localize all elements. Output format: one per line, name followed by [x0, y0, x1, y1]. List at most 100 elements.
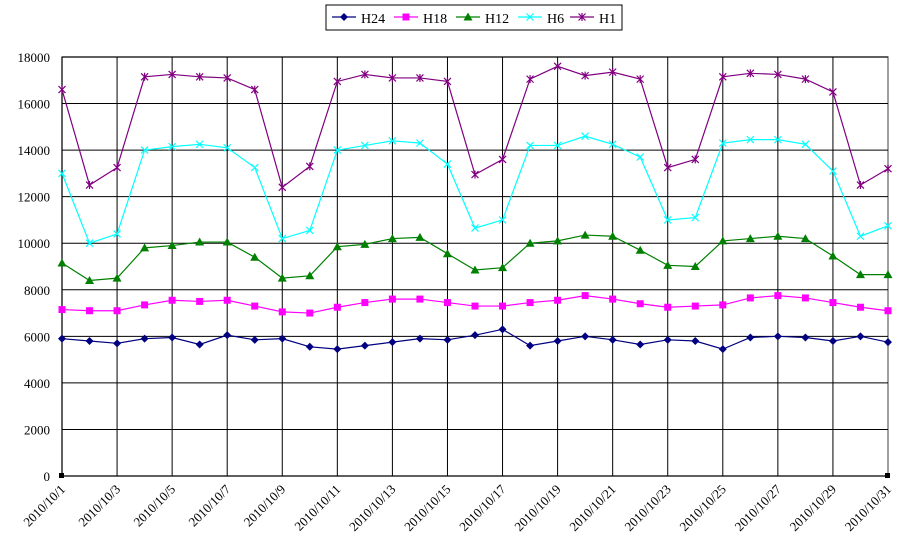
data-point-h24 — [305, 342, 314, 351]
x-tick-label: 2010/10/29 — [787, 482, 839, 534]
data-point-h24 — [58, 334, 66, 343]
data-point-h18 — [306, 309, 314, 317]
data-point-h12 — [360, 239, 370, 248]
data-point-h24 — [333, 345, 342, 354]
data-point-h12 — [167, 241, 177, 250]
data-point-h1 — [773, 70, 782, 79]
legend-marker — [526, 13, 534, 21]
legend-label: H12 — [485, 12, 509, 27]
data-point-h24 — [581, 332, 590, 341]
data-point-h1 — [443, 77, 452, 86]
data-point-h6 — [663, 216, 672, 224]
x-tick-label: 2010/10/15 — [401, 482, 453, 534]
y-tick-label: 10000 — [18, 236, 51, 251]
data-point-h1 — [526, 75, 534, 84]
data-point-h18 — [856, 303, 864, 311]
data-point-h6 — [360, 141, 369, 150]
y-tick-label: 2000 — [24, 422, 50, 437]
data-point-h12 — [222, 237, 232, 246]
series-h6 — [58, 132, 892, 248]
x-tick-label: 2010/10/13 — [346, 482, 398, 534]
legend-marker — [402, 13, 410, 21]
legend-label: H18 — [423, 12, 447, 27]
data-point-h24 — [828, 336, 837, 345]
data-point-h12 — [800, 234, 810, 243]
data-point-h6 — [773, 135, 782, 144]
data-point-h1 — [829, 87, 837, 96]
data-point-h12 — [195, 237, 205, 246]
data-point-h6 — [168, 142, 177, 151]
data-point-h1 — [250, 85, 259, 94]
y-tick-label: 12000 — [18, 190, 51, 205]
axis-end-marker — [885, 473, 890, 478]
data-point-h6 — [333, 146, 342, 155]
data-point-h6 — [278, 234, 287, 243]
data-point-h24 — [884, 338, 892, 347]
y-tick-label: 6000 — [24, 329, 50, 344]
data-point-h18 — [416, 295, 424, 303]
x-tick-label: 2010/10/21 — [566, 482, 618, 534]
data-point-h24 — [471, 331, 479, 340]
data-point-h6 — [691, 213, 700, 222]
data-point-h12 — [553, 236, 563, 245]
data-point-h18 — [829, 299, 837, 307]
data-point-h6 — [856, 232, 865, 241]
data-point-h6 — [443, 160, 452, 169]
data-point-h24 — [360, 341, 369, 350]
data-point-h1 — [856, 181, 865, 190]
data-point-h24 — [801, 333, 810, 342]
data-point-h12 — [112, 273, 122, 282]
legend: H24 H18 H12 H6 H1 — [325, 4, 623, 31]
legend-item-h12: H12 — [456, 12, 509, 27]
data-point-h12 — [883, 270, 893, 279]
data-point-h6 — [746, 135, 755, 144]
data-point-h1 — [58, 85, 66, 94]
data-point-h1 — [608, 68, 617, 77]
data-point-h12 — [608, 231, 618, 240]
data-point-h6 — [829, 167, 837, 175]
data-point-h1 — [223, 73, 232, 82]
data-point-h18 — [223, 296, 231, 304]
data-point-h6 — [581, 132, 590, 141]
data-point-h6 — [113, 229, 121, 238]
data-point-h24 — [278, 334, 287, 343]
y-axis-ticks: 0 2000 4000 6000 8000 10000 12000 14000 16000 180… — [18, 50, 51, 484]
data-point-h6 — [553, 141, 562, 150]
x-tick-label: 2010/10/17 — [456, 481, 509, 534]
data-point-h12 — [635, 245, 645, 254]
data-point-h24 — [388, 338, 397, 347]
series-h12 — [57, 230, 893, 284]
legend-label: H6 — [547, 12, 564, 27]
series-h24 — [58, 325, 892, 354]
data-point-h12 — [663, 260, 673, 269]
data-point-h12 — [773, 231, 783, 240]
y-tick-label: 0 — [44, 469, 51, 484]
data-point-h12 — [442, 249, 452, 258]
data-point-h1 — [718, 72, 727, 81]
data-point-h1 — [305, 162, 314, 171]
data-point-h18 — [719, 301, 727, 309]
data-point-h18 — [499, 302, 507, 310]
data-point-h18 — [58, 306, 66, 314]
data-point-h18 — [746, 294, 754, 302]
data-point-h18 — [691, 302, 699, 310]
data-point-h24 — [195, 340, 204, 349]
data-point-h18 — [196, 297, 204, 305]
data-point-h12 — [57, 258, 67, 267]
y-tick-label: 14000 — [18, 143, 51, 158]
data-point-h24 — [526, 341, 535, 350]
data-point-h6 — [718, 139, 727, 148]
x-tick-label: 2010/10/19 — [511, 482, 563, 534]
x-tick-label: 2010/10/27 — [731, 481, 784, 534]
data-point-h1 — [85, 181, 94, 190]
data-point-h24 — [140, 334, 149, 343]
data-point-h6 — [608, 140, 617, 149]
data-point-h18 — [526, 299, 534, 307]
data-point-h18 — [333, 303, 341, 311]
data-point-h1 — [801, 75, 810, 84]
y-tick-label: 8000 — [24, 283, 50, 298]
data-point-h24 — [636, 340, 645, 349]
data-point-h1 — [278, 183, 287, 192]
data-point-h6 — [140, 146, 149, 155]
data-point-h18 — [388, 295, 396, 303]
